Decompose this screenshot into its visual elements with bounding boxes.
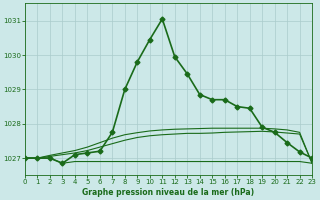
X-axis label: Graphe pression niveau de la mer (hPa): Graphe pression niveau de la mer (hPa): [83, 188, 255, 197]
